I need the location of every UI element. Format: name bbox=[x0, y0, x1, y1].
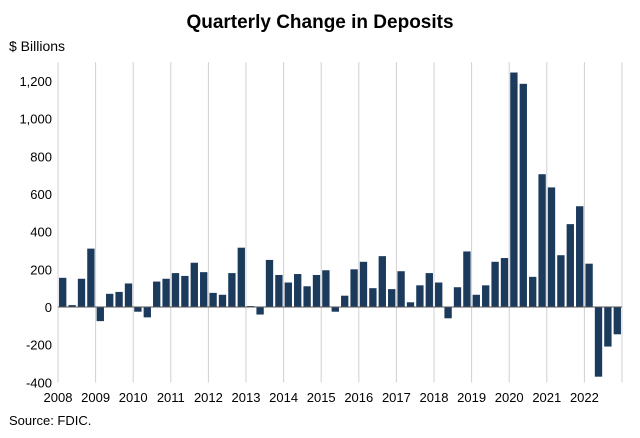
gridlines bbox=[57, 62, 623, 383]
bar bbox=[435, 282, 443, 307]
bar bbox=[482, 285, 490, 307]
x-tick-label: 2021 bbox=[532, 390, 561, 405]
y-tick-label: 1,200 bbox=[19, 74, 52, 89]
x-tick-label: 2012 bbox=[194, 390, 223, 405]
bar bbox=[547, 187, 556, 307]
bars bbox=[59, 72, 621, 377]
bar bbox=[500, 258, 509, 307]
bar bbox=[77, 278, 86, 307]
bar bbox=[87, 248, 95, 307]
bar bbox=[228, 273, 236, 307]
x-tick-label: 2022 bbox=[570, 390, 599, 405]
source-note: Source: FDIC. bbox=[9, 413, 92, 428]
y-tick-label: 600 bbox=[30, 187, 52, 202]
bar bbox=[463, 251, 471, 307]
bar bbox=[604, 307, 612, 347]
bar bbox=[200, 272, 208, 307]
bar bbox=[585, 263, 593, 307]
chart-title: Quarterly Change in Deposits bbox=[186, 12, 454, 33]
bar bbox=[265, 259, 274, 307]
bar bbox=[416, 285, 424, 307]
bar bbox=[171, 273, 180, 307]
x-tick-label: 2016 bbox=[344, 390, 373, 405]
x-tick-label: 2011 bbox=[157, 390, 185, 405]
y-axis-unit-label: $ Billions bbox=[9, 38, 66, 54]
y-tick-label: 200 bbox=[30, 262, 52, 277]
x-tick-label: 2019 bbox=[457, 390, 486, 405]
bar bbox=[237, 247, 245, 307]
bar bbox=[369, 288, 377, 307]
bar bbox=[153, 281, 161, 307]
bar bbox=[209, 292, 217, 308]
bar bbox=[510, 72, 518, 307]
bar bbox=[115, 291, 123, 307]
bar bbox=[312, 274, 321, 307]
bar bbox=[143, 307, 151, 318]
bar bbox=[406, 302, 415, 307]
bar bbox=[162, 278, 170, 307]
bar bbox=[106, 293, 114, 307]
bar bbox=[397, 271, 405, 307]
bar bbox=[181, 275, 189, 307]
y-tick-label: 800 bbox=[30, 149, 52, 164]
x-tick-label: 2014 bbox=[269, 390, 298, 405]
bar bbox=[444, 307, 452, 319]
bar bbox=[303, 286, 311, 307]
bar bbox=[576, 206, 584, 307]
bar bbox=[68, 305, 76, 307]
bar bbox=[341, 295, 349, 307]
bar bbox=[453, 287, 462, 307]
bar bbox=[566, 224, 574, 307]
bar bbox=[472, 294, 480, 307]
bar bbox=[96, 307, 104, 322]
y-tick-label: 0 bbox=[45, 300, 52, 315]
bar bbox=[256, 307, 264, 315]
bar bbox=[529, 276, 537, 307]
bar bbox=[331, 307, 339, 312]
y-tick-label: -400 bbox=[26, 375, 52, 390]
bar bbox=[519, 83, 527, 307]
bar bbox=[425, 273, 433, 307]
bar bbox=[322, 270, 330, 307]
bar bbox=[359, 261, 368, 307]
x-tick-label: 2009 bbox=[81, 390, 110, 405]
bar bbox=[190, 262, 198, 307]
bar bbox=[134, 307, 142, 312]
bar bbox=[594, 307, 603, 377]
x-tick-label: 2018 bbox=[420, 390, 449, 405]
bar bbox=[275, 274, 283, 307]
bar bbox=[59, 277, 67, 307]
y-tick-label: -200 bbox=[26, 338, 52, 353]
bar bbox=[294, 274, 302, 307]
y-tick-label: 400 bbox=[30, 225, 52, 240]
bar bbox=[613, 307, 621, 335]
bar bbox=[218, 294, 227, 307]
bar bbox=[557, 255, 565, 307]
x-tick-label: 2013 bbox=[232, 390, 261, 405]
x-tick-label: 2020 bbox=[495, 390, 524, 405]
x-tick-label: 2017 bbox=[382, 390, 411, 405]
x-tick-labels: 2008 2009 2010 2011 2012 2013 2014 2015 2016 2017… bbox=[44, 390, 599, 405]
x-tick-label: 2008 bbox=[44, 390, 73, 405]
bar bbox=[378, 256, 386, 307]
bar bbox=[388, 289, 396, 307]
bar bbox=[284, 282, 292, 307]
bar bbox=[124, 283, 133, 307]
bar bbox=[538, 174, 546, 307]
x-tick-label: 2015 bbox=[307, 390, 336, 405]
x-tick-label: 2010 bbox=[119, 390, 148, 405]
bar bbox=[350, 269, 358, 307]
y-tick-label: 1,000 bbox=[19, 112, 52, 127]
y-tick-labels: -400 -200 0 200 400 600 800 1,000 1,200 bbox=[19, 74, 52, 390]
bar bbox=[491, 261, 499, 307]
